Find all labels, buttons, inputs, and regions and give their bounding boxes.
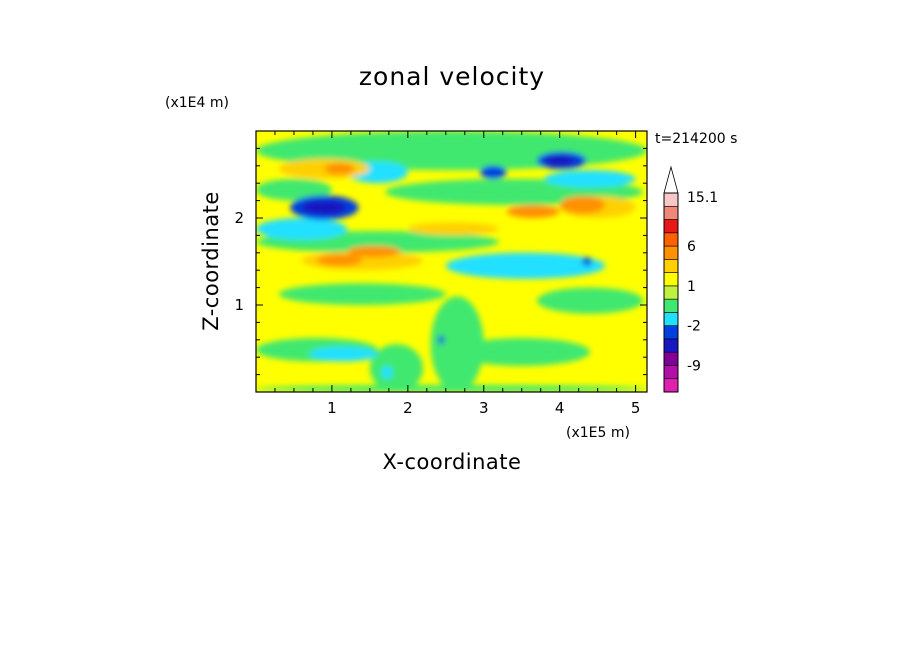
time-label: t=214200 s (655, 131, 737, 147)
colorbar: 15.1 6 1 -2 -9 (663, 165, 718, 393)
contour-region (256, 178, 332, 201)
contour-region (407, 222, 499, 236)
x-tick-label: 2 (403, 399, 413, 417)
colorbar-swatch (663, 351, 679, 366)
contour-region (582, 257, 592, 266)
contour-region (430, 296, 484, 392)
colorbar-swatch (663, 259, 679, 273)
x-axis-ticks: 1 2 3 4 5 (274, 131, 641, 417)
x-unit-label: (x1E5 m) (566, 425, 630, 441)
contour-region (479, 165, 507, 179)
contour-region (347, 245, 401, 258)
colorbar-swatch (663, 325, 679, 340)
contour-region (316, 254, 363, 266)
colorbar-swatch (663, 338, 679, 353)
contour-region (438, 335, 445, 345)
colorbar-swatch (663, 285, 679, 300)
contour-region (278, 283, 446, 305)
colorbar-label: -2 (687, 319, 701, 335)
colorbar-swatch (663, 245, 679, 260)
colorbar-swatch (663, 272, 679, 287)
colorbar-swatch (663, 205, 679, 220)
plot-frame (255, 130, 648, 393)
contour-region (278, 158, 370, 179)
colorbar-label: 6 (687, 239, 696, 255)
y-axis-ticks: 12 (234, 147, 647, 376)
y-tick-label: 1 (234, 296, 244, 314)
colorbar-label: -9 (687, 358, 701, 374)
velocity-field (256, 131, 647, 392)
contour-region (506, 204, 560, 219)
contour-region (309, 346, 378, 362)
x-tick-label: 5 (631, 399, 641, 417)
colorbar-swatch (663, 232, 679, 247)
contour-region (453, 338, 591, 366)
contour-region (536, 287, 644, 314)
contour-region (324, 163, 355, 175)
chart-title: zonal velocity (359, 62, 545, 91)
colorbar-label: 1 (687, 279, 696, 295)
colorbar-swatch (663, 378, 679, 393)
colorbar-swatch (663, 365, 679, 380)
y-axis-label: Z-coordinate (199, 191, 223, 331)
y-tick-label: 2 (234, 209, 244, 227)
colorbar-swatch (663, 312, 679, 326)
colorbar-extend-arrow (663, 165, 679, 194)
contour-region (544, 170, 636, 188)
colorbar-frame (663, 192, 679, 393)
colorbar-swatch (663, 219, 679, 234)
colorbar-swatch (663, 298, 679, 313)
contour-region (256, 218, 348, 240)
contour-region (445, 252, 606, 279)
colorbar-swatch (663, 192, 679, 207)
x-tick-label: 3 (479, 399, 489, 417)
contour-region (381, 365, 393, 379)
contour-region (559, 196, 606, 214)
colorbar-label: 15.1 (687, 190, 718, 206)
contour-region (369, 344, 424, 392)
x-axis-label: X-coordinate (383, 450, 522, 474)
x-tick-label: 4 (555, 399, 565, 417)
contour-region (544, 155, 575, 166)
y-unit-label: (x1E4 m) (165, 95, 229, 111)
x-tick-label: 1 (327, 399, 337, 417)
contour-region (301, 200, 348, 215)
